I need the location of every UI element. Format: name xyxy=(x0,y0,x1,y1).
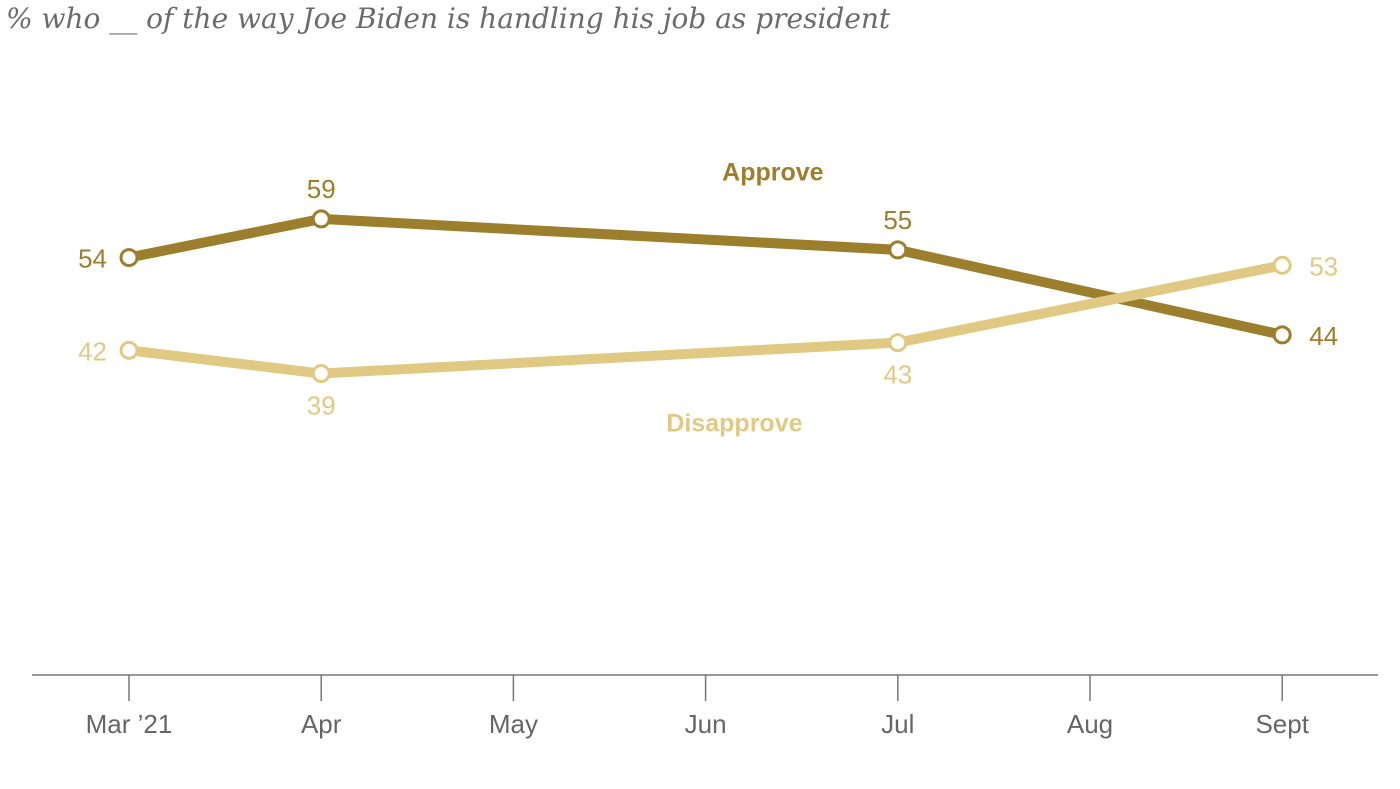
series-lines xyxy=(124,213,1288,379)
chart-subtitle: % who __ of the way Joe Biden is handlin… xyxy=(6,2,891,35)
data-label-disapprove: 53 xyxy=(1309,251,1338,281)
series-label-disapprove: Disapprove xyxy=(666,410,802,438)
x-tick-label-jul: Jul xyxy=(881,709,914,739)
point-marker-approve xyxy=(119,248,139,268)
data-label-approve: 59 xyxy=(307,174,336,204)
point-marker-approve xyxy=(1272,325,1292,345)
x-tick-label-mar-21: Mar ’21 xyxy=(86,709,173,739)
point-marker-approve xyxy=(311,209,331,229)
data-label-approve: 54 xyxy=(78,244,107,274)
x-tick-label-apr: Apr xyxy=(301,709,342,739)
x-tick-label-sept: Sept xyxy=(1255,709,1309,739)
data-labels: 54 59 55 44 Approve 42 39 43 53 Disapprove xyxy=(78,158,1338,437)
point-marker-disapprove xyxy=(1272,255,1292,275)
x-tick-label-may: May xyxy=(489,709,538,739)
point-marker-disapprove xyxy=(119,340,139,360)
series-markers xyxy=(119,209,1292,384)
point-marker-disapprove xyxy=(888,333,908,353)
x-tick-label-aug: Aug xyxy=(1067,709,1113,739)
data-label-approve: 44 xyxy=(1309,321,1338,351)
data-label-disapprove: 43 xyxy=(883,360,912,390)
series-line-disapprove xyxy=(124,260,1288,379)
point-marker-disapprove xyxy=(311,364,331,384)
x-axis: Mar ’21 Apr May Jun Jul Aug Sept xyxy=(32,674,1378,739)
series-label-approve: Approve xyxy=(722,158,824,186)
x-tick-label-jun: Jun xyxy=(685,709,727,739)
point-marker-approve xyxy=(888,240,908,260)
data-label-approve: 55 xyxy=(883,205,912,235)
series-line-approve xyxy=(124,213,1288,340)
data-label-disapprove: 42 xyxy=(78,336,107,366)
data-label-disapprove: 39 xyxy=(307,391,336,421)
